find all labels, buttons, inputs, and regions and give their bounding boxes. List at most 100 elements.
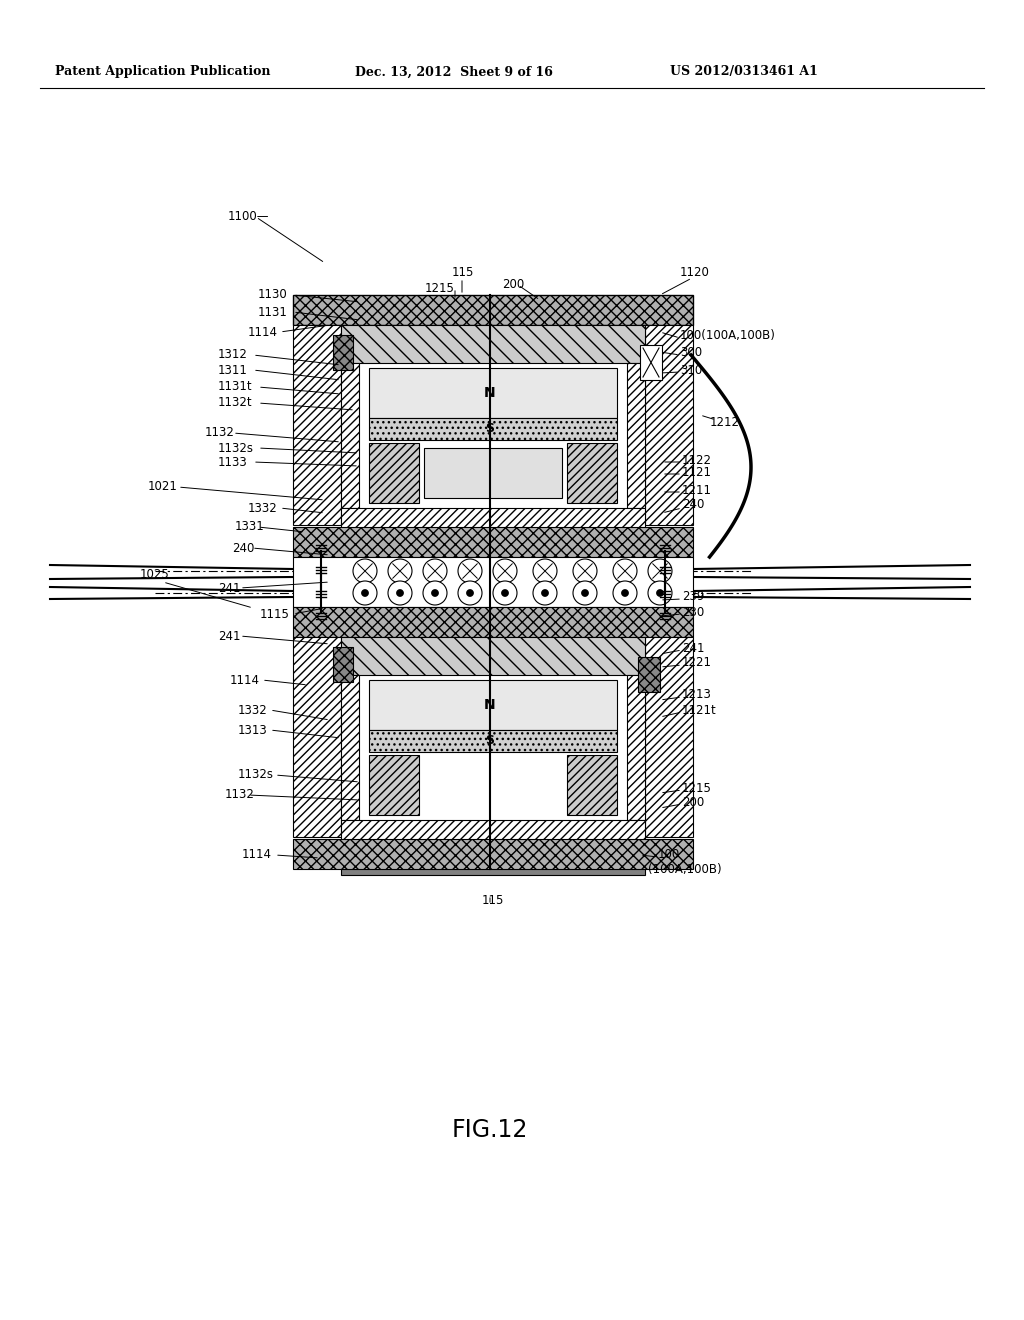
Bar [645, 638, 693, 837]
Bar [333, 647, 353, 682]
Circle shape [582, 590, 589, 597]
Bar [341, 528, 645, 564]
Text: 1114: 1114 [242, 849, 272, 862]
Circle shape [467, 590, 473, 597]
Bar [567, 444, 617, 503]
Text: 115: 115 [452, 265, 474, 279]
Text: 200: 200 [502, 279, 524, 292]
Circle shape [656, 590, 664, 597]
Text: N: N [484, 385, 496, 400]
Bar [645, 325, 693, 525]
Text: 1133: 1133 [218, 455, 248, 469]
Bar [369, 444, 419, 503]
Bar [627, 363, 645, 508]
Circle shape [648, 581, 672, 605]
Text: 1131t: 1131t [218, 380, 253, 393]
Text: 200: 200 [682, 796, 705, 808]
Bar [627, 675, 645, 820]
Bar [369, 755, 419, 814]
Circle shape [613, 581, 637, 605]
Circle shape [361, 590, 369, 597]
Text: 1100—: 1100— [228, 210, 269, 223]
Circle shape [396, 590, 403, 597]
Text: 1215: 1215 [425, 281, 455, 294]
Bar [341, 363, 359, 508]
Circle shape [423, 581, 447, 605]
Text: Dec. 13, 2012  Sheet 9 of 16: Dec. 13, 2012 Sheet 9 of 16 [355, 66, 553, 78]
Circle shape [388, 558, 412, 583]
Text: 1132t: 1132t [218, 396, 253, 409]
Circle shape [388, 581, 412, 605]
Circle shape [542, 590, 549, 597]
Circle shape [622, 590, 629, 597]
Text: 1211: 1211 [682, 483, 712, 496]
Circle shape [613, 558, 637, 583]
Text: 100: 100 [658, 849, 680, 862]
Text: (100A,100B): (100A,100B) [648, 863, 722, 876]
Text: 1213: 1213 [682, 689, 712, 701]
Text: FIG.12: FIG.12 [452, 1118, 528, 1142]
Bar [333, 335, 353, 370]
Text: 115: 115 [482, 894, 505, 907]
Text: 1122: 1122 [682, 454, 712, 466]
Circle shape [534, 558, 557, 583]
Circle shape [458, 558, 482, 583]
Text: 1025: 1025 [140, 569, 170, 582]
Text: 1331: 1331 [234, 520, 265, 533]
Text: S: S [485, 734, 495, 747]
Bar [369, 730, 617, 752]
Bar [369, 418, 617, 440]
Text: 1131: 1131 [258, 305, 288, 318]
Circle shape [648, 558, 672, 583]
Circle shape [573, 581, 597, 605]
Bar [293, 325, 341, 525]
Bar [341, 638, 645, 675]
Bar [638, 657, 660, 692]
Text: 300: 300 [680, 346, 702, 359]
Circle shape [502, 590, 509, 597]
Text: 241: 241 [682, 642, 705, 655]
Bar [369, 680, 617, 730]
Text: 1313: 1313 [238, 723, 267, 737]
Text: 240: 240 [682, 499, 705, 511]
Text: N: N [484, 698, 496, 711]
Circle shape [431, 590, 438, 597]
Bar [341, 508, 645, 528]
Bar [293, 294, 693, 325]
Circle shape [493, 581, 517, 605]
Text: 1332: 1332 [248, 502, 278, 515]
Text: 1121t: 1121t [682, 704, 717, 717]
Bar [341, 325, 645, 363]
Bar [424, 447, 562, 498]
Text: 1121: 1121 [682, 466, 712, 479]
Bar [369, 368, 617, 418]
Circle shape [423, 558, 447, 583]
Text: 1132: 1132 [205, 426, 234, 440]
Text: 1311: 1311 [218, 363, 248, 376]
Text: 1115: 1115 [260, 607, 290, 620]
Text: 1132s: 1132s [238, 768, 274, 781]
Text: 239: 239 [682, 590, 705, 603]
Bar [341, 675, 359, 820]
Bar [341, 840, 645, 875]
Bar [293, 527, 693, 557]
Text: S: S [485, 422, 495, 436]
Circle shape [493, 558, 517, 583]
Text: 1021: 1021 [148, 480, 178, 494]
Text: 1312: 1312 [218, 348, 248, 362]
Circle shape [534, 581, 557, 605]
Text: 240: 240 [232, 541, 254, 554]
Text: 1215: 1215 [682, 781, 712, 795]
Text: 241: 241 [218, 630, 241, 643]
Text: 1114: 1114 [230, 673, 260, 686]
Bar [293, 557, 693, 607]
Text: 1132s: 1132s [218, 441, 254, 454]
Bar [341, 820, 645, 840]
Text: 230: 230 [682, 606, 705, 619]
Bar [293, 840, 693, 869]
Text: 1221: 1221 [682, 656, 712, 669]
Text: 241: 241 [218, 582, 241, 594]
Text: 100(100A,100B): 100(100A,100B) [680, 329, 776, 342]
Text: Patent Application Publication: Patent Application Publication [55, 66, 270, 78]
Text: 1132: 1132 [225, 788, 255, 801]
